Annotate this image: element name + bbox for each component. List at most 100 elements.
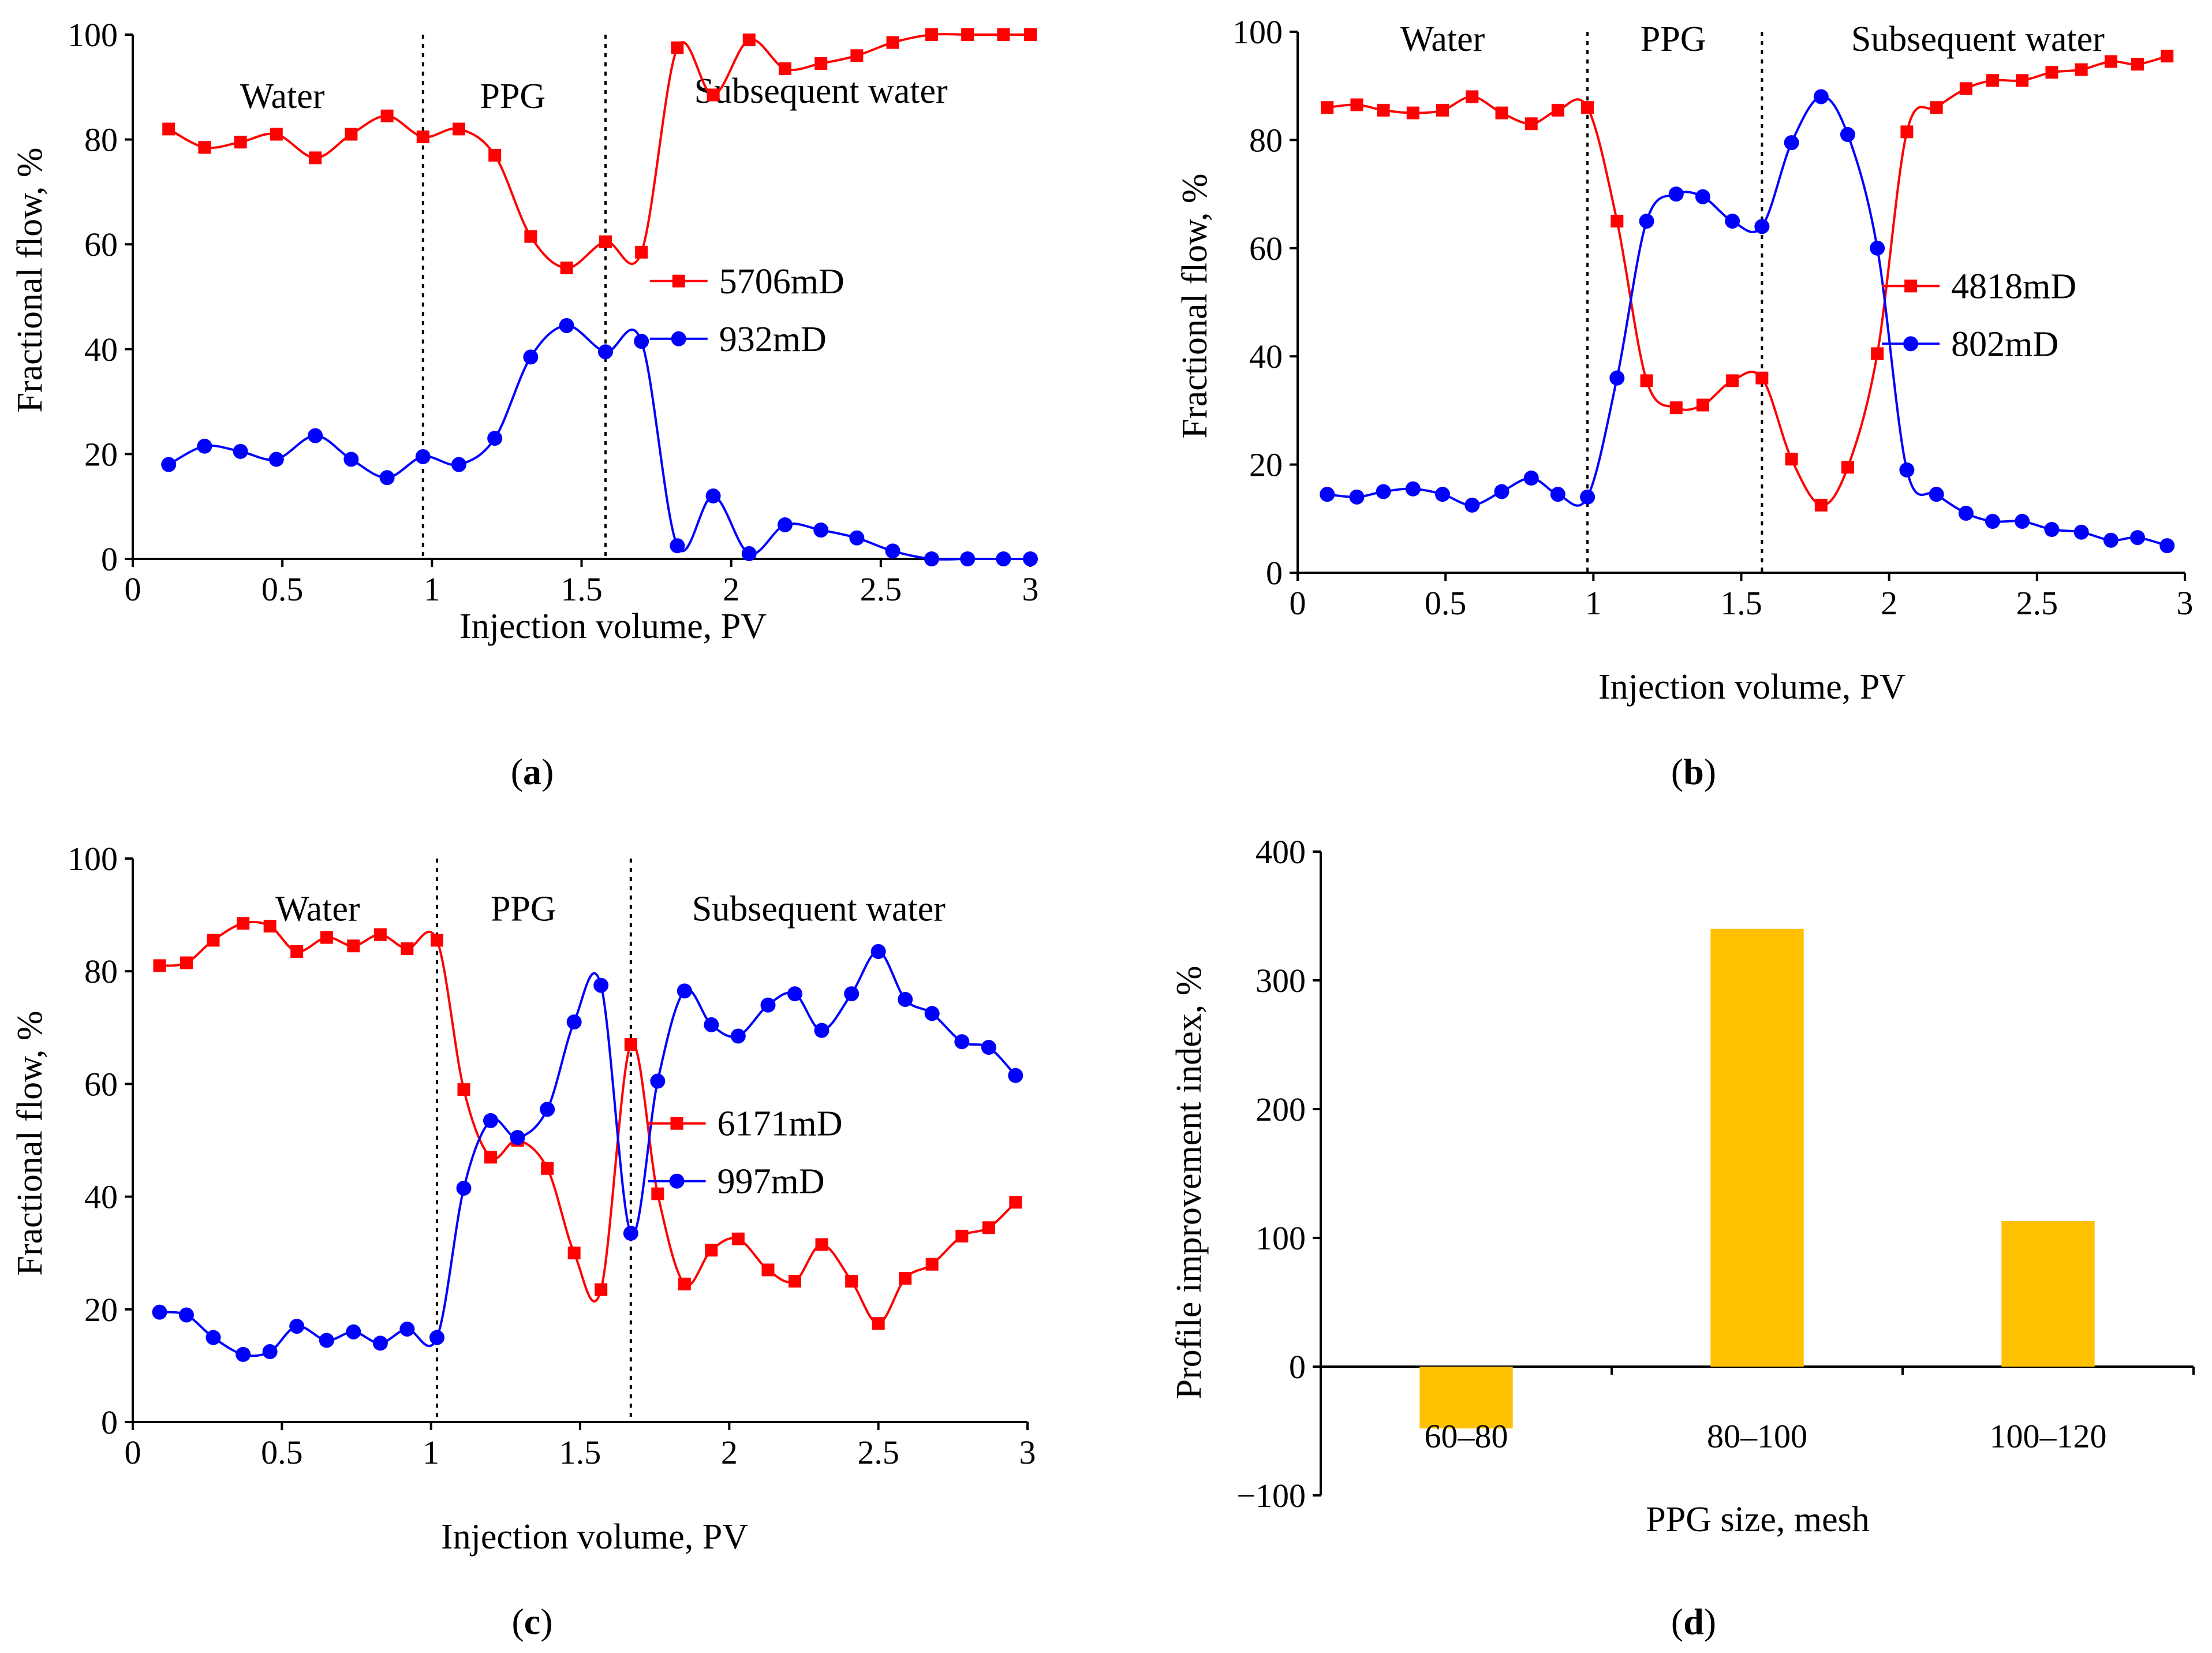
chart-panel-d: 400 300 200 100 0 −100 60–80 80–100 100–120 PPG …	[1169, 833, 2195, 1642]
legend-label-997mD: 997mD	[718, 1162, 825, 1201]
data-point-997mD	[429, 1330, 444, 1345]
data-point-5706mD	[234, 136, 247, 149]
legend-marker-997mD	[669, 1173, 685, 1189]
data-point-932mD	[197, 438, 212, 454]
data-point-802mD	[1435, 487, 1451, 502]
data-point-6171mD	[925, 1258, 939, 1271]
data-point-802mD	[2130, 530, 2146, 546]
data-point-4818mD	[1495, 106, 1508, 120]
panel-caption-a: (a)	[511, 751, 554, 792]
legend-marker-6171mD	[670, 1117, 683, 1130]
legend-a: 5706mD 932mD	[649, 262, 845, 359]
data-point-997mD	[510, 1130, 525, 1145]
data-point-932mD	[268, 452, 284, 467]
data-point-997mD	[954, 1034, 970, 1050]
y-tick-label-d: 400	[1256, 833, 1306, 871]
y-tick-label-a: 40	[84, 331, 118, 368]
data-point-4818mD	[2104, 55, 2117, 68]
x-tick-label-a: 0	[125, 570, 141, 608]
data-point-4818mD	[1321, 101, 1334, 114]
category-label-d: 100–120	[1990, 1417, 2107, 1455]
series-line-5706mD	[168, 32, 1030, 270]
y-tick-label-a: 100	[68, 16, 118, 54]
data-point-997mD	[179, 1307, 194, 1323]
data-point-997mD	[787, 986, 802, 1002]
legend-label-6171mD: 6171mD	[718, 1105, 843, 1144]
data-point-932mD	[379, 470, 395, 486]
x-axis-label-c: Injection volume, PV	[441, 1517, 748, 1557]
y-tick-label-a: 80	[84, 121, 118, 159]
data-point-4818mD	[1466, 90, 1479, 103]
data-point-6171mD	[731, 1232, 745, 1245]
data-point-932mD	[233, 443, 248, 459]
data-point-6171mD	[431, 934, 443, 947]
data-point-932mD	[597, 344, 613, 360]
data-point-5706mD	[1024, 28, 1037, 41]
data-point-997mD	[566, 1014, 582, 1030]
x-tick-label-c: 2.5	[857, 1434, 899, 1471]
data-point-997mD	[704, 1017, 719, 1032]
x-tick-label-b: 0.5	[1425, 584, 1467, 622]
data-point-4818mD	[1696, 398, 1709, 412]
data-point-997mD	[593, 977, 609, 993]
data-point-997mD	[205, 1330, 221, 1345]
data-point-802mD	[1494, 484, 1509, 499]
data-point-997mD	[730, 1028, 746, 1044]
data-point-997mD	[346, 1324, 361, 1339]
region-label-b: PPG	[1641, 20, 1706, 59]
data-point-6171mD	[845, 1275, 858, 1288]
data-point-932mD	[960, 551, 976, 566]
chart-panel-b: 0 20 40 60 80 100 0 0.5 1 1.5 2 2.5 3 Water PPG Subsequ…	[1175, 13, 2194, 792]
data-point-4818mD	[1525, 117, 1538, 130]
region-label-c: PPG	[491, 889, 556, 928]
data-point-5706mD	[380, 109, 394, 122]
data-point-932mD	[741, 546, 757, 561]
data-point-4818mD	[1841, 461, 1854, 474]
region-label-c: Water	[275, 889, 360, 928]
data-point-4818mD	[1611, 214, 1624, 227]
plot-area-d: 400 300 200 100 0 −100 60–80 80–100 100–120	[1236, 833, 2195, 1514]
y-tick-label-b: 60	[1249, 230, 1283, 267]
data-point-932mD	[996, 551, 1011, 566]
data-point-6171mD	[624, 1038, 637, 1051]
data-point-5706mD	[524, 230, 537, 243]
data-point-997mD	[540, 1102, 555, 1117]
data-point-6171mD	[290, 945, 304, 958]
data-point-6171mD	[401, 942, 414, 956]
data-point-802mD	[1929, 487, 1944, 502]
data-point-932mD	[670, 538, 685, 554]
data-point-4818mD	[1814, 498, 1828, 512]
y-tick-label-a: 20	[84, 435, 118, 473]
data-point-932mD	[885, 543, 901, 559]
y-tick-label-c: 40	[84, 1178, 118, 1216]
data-point-997mD	[898, 992, 913, 1007]
data-point-6171mD	[899, 1272, 912, 1285]
data-point-6171mD	[567, 1247, 581, 1260]
data-point-932mD	[523, 349, 539, 365]
data-point-802mD	[1958, 505, 1974, 521]
data-point-802mD	[2103, 532, 2118, 548]
legend-label-802mD: 802mD	[1951, 324, 2058, 364]
data-point-5706mD	[707, 88, 720, 102]
data-point-997mD	[372, 1335, 388, 1351]
y-tick-label-d: 200	[1256, 1091, 1306, 1128]
data-point-997mD	[262, 1344, 278, 1359]
data-point-997mD	[924, 1006, 940, 1021]
series-line-932mD	[168, 324, 1030, 561]
data-point-6171mD	[541, 1162, 554, 1175]
series-line-997mD	[159, 950, 1017, 1357]
data-point-5706mD	[560, 262, 573, 275]
panel-caption-c: (c)	[511, 1601, 552, 1642]
data-point-802mD	[1899, 462, 1915, 477]
y-tick-label-c: 100	[68, 840, 118, 878]
data-point-802mD	[1754, 219, 1770, 234]
data-point-6171mD	[815, 1238, 828, 1251]
data-point-932mD	[451, 457, 466, 472]
data-point-5706mD	[925, 28, 938, 41]
y-tick-label-b: 100	[1232, 13, 1283, 51]
x-tick-label-a: 2	[723, 570, 739, 608]
data-point-932mD	[813, 523, 829, 538]
data-point-802mD	[1725, 213, 1740, 229]
data-point-5706mD	[671, 41, 684, 54]
